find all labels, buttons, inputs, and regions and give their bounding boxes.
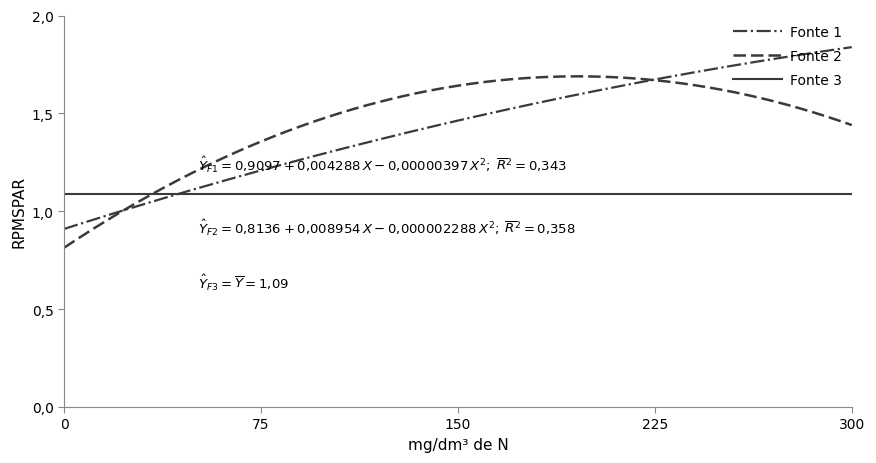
X-axis label: mg/dm³ de N: mg/dm³ de N [407,437,508,452]
Fonte 1 [523,103,533,108]
Fonte 3 [585,192,596,197]
Fonte 2 [523,76,533,81]
Fonte 1 [59,227,69,232]
Fonte 3 [846,192,857,197]
Line: Fonte 2: Fonte 2 [64,77,851,248]
Text: $\hat{Y}_{F3} = \overline{Y} = 1{,}09$: $\hat{Y}_{F3} = \overline{Y} = 1{,}09$ [198,272,289,292]
Fonte 1 [846,45,857,51]
Fonte 3 [523,192,533,197]
Y-axis label: RPMSPAR: RPMSPAR [11,176,26,248]
Fonte 1 [261,167,272,172]
Fonte 3 [198,192,208,197]
Fonte 2 [653,79,664,84]
Fonte 1 [652,77,662,83]
Fonte 2 [573,75,583,80]
Fonte 2 [846,123,857,129]
Fonte 2 [59,245,69,251]
Fonte 3 [261,192,272,197]
Fonte 1 [585,90,596,96]
Fonte 2 [261,137,272,143]
Fonte 3 [652,192,662,197]
Fonte 1 [415,127,426,133]
Fonte 1 [198,184,208,190]
Line: Fonte 1: Fonte 1 [64,48,851,230]
Text: $\hat{Y}_{F2} = 0{,}8136 + 0{,}008954\,X - 0{,}000002288\,X^2;\;\overline{R}^2 =: $\hat{Y}_{F2} = 0{,}8136 + 0{,}008954\,X… [198,217,576,238]
Text: $\hat{Y}_{F1} = 0{,}9097 + 0{,}004288\,X - 0{,}00000397\,X^2;\;\overline{R}^2 = : $\hat{Y}_{F1} = 0{,}9097 + 0{,}004288\,X… [198,155,567,175]
Legend: Fonte 1, Fonte 2, Fonte 3: Fonte 1, Fonte 2, Fonte 3 [728,21,848,93]
Fonte 2 [198,165,208,171]
Fonte 2 [415,90,426,96]
Fonte 3 [415,192,426,197]
Fonte 2 [586,75,597,80]
Fonte 3 [59,192,69,197]
